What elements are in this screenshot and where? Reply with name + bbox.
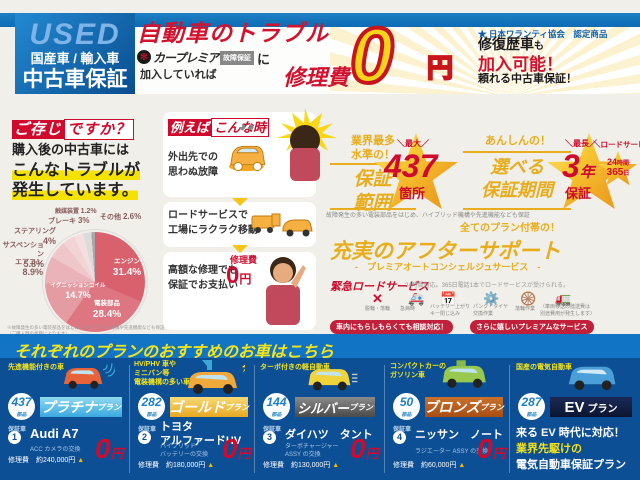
svg-text:⚡: ⚡ <box>240 360 245 373</box>
